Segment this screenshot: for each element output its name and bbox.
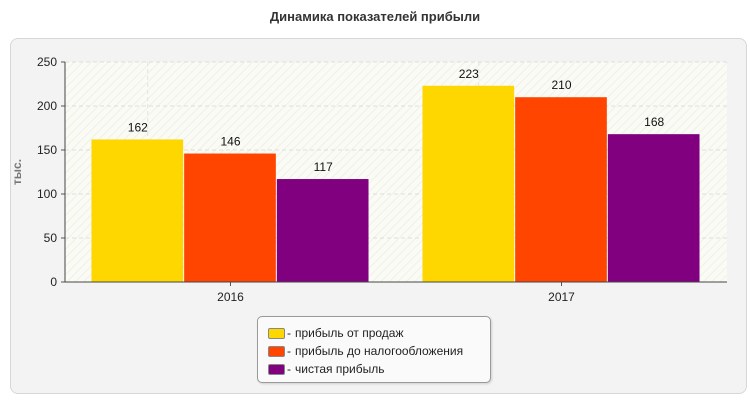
chart-title: Динамика показателей прибыли — [269, 9, 481, 24]
bar-layer: 162 146 117 223 210 168 — [91, 67, 700, 282]
bar-2016-1[interactable] — [91, 139, 184, 282]
legend-item-pretax-profit[interactable]: - прибыль до налогообложения — [268, 342, 490, 360]
legend-dash: - — [287, 326, 291, 340]
legend-swatch-pretax-profit — [268, 345, 285, 357]
legend-label-sales-profit: прибыль от продаж — [295, 326, 404, 340]
bar-2016-3[interactable] — [276, 179, 369, 282]
chart-legend: - прибыль от продаж - прибыль до налогоо… — [257, 316, 491, 383]
legend-label-net-profit: чистая прибыль — [295, 362, 385, 376]
legend-swatch-sales-profit — [268, 327, 285, 339]
legend-swatch-net-profit — [268, 363, 285, 375]
data-label: 168 — [644, 115, 664, 129]
y-axis-label: тыс. — [10, 159, 24, 185]
data-label: 117 — [314, 160, 333, 174]
legend-item-sales-profit[interactable]: - прибыль от продаж — [268, 324, 490, 342]
y-tick-label: 250 — [37, 55, 57, 69]
x-tick-label: 2017 — [548, 290, 575, 304]
y-tick-label: 200 — [37, 99, 57, 113]
legend-dash: - — [287, 362, 291, 376]
data-label: 223 — [459, 67, 479, 81]
y-tick-label: 150 — [37, 143, 57, 157]
bar-2017-1[interactable] — [422, 85, 515, 282]
y-tick-label: 100 — [37, 187, 57, 201]
axis-layer: 0 50 100 150 200 250 2016 2017 — [37, 55, 727, 304]
data-label: 162 — [128, 120, 148, 134]
data-label: 210 — [551, 78, 571, 92]
y-tick-label: 0 — [50, 275, 57, 289]
legend-label-pretax-profit: прибыль до налогообложения — [295, 344, 464, 358]
bar-2016-2[interactable] — [184, 153, 276, 282]
y-tick-label: 50 — [44, 231, 58, 245]
bar-2017-3[interactable] — [607, 134, 700, 282]
bar-2017-2[interactable] — [515, 97, 607, 282]
data-label: 146 — [220, 135, 240, 149]
x-tick-label: 2016 — [217, 290, 244, 304]
legend-item-net-profit[interactable]: - чистая прибыль — [268, 360, 490, 378]
legend-dash: - — [287, 344, 291, 358]
